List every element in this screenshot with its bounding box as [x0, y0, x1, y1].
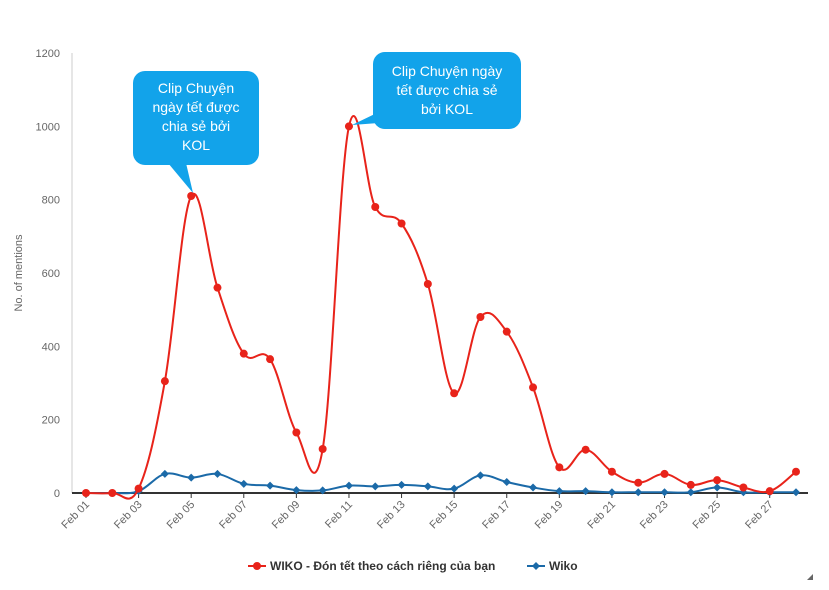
- data-point: [739, 483, 748, 492]
- x-tick-label: Feb 17: [480, 499, 513, 532]
- data-point: [292, 428, 301, 437]
- data-point: [160, 469, 169, 478]
- legend-circle-marker-icon: [248, 562, 266, 570]
- y-tick-label: 200: [42, 415, 60, 427]
- data-point: [581, 445, 590, 454]
- data-point: [134, 484, 143, 493]
- series-line: [85, 472, 796, 495]
- legend-item-wiko[interactable]: Wiko: [527, 556, 578, 576]
- x-tick-label: Feb 03: [112, 499, 145, 532]
- data-point: [423, 280, 432, 288]
- data-point: [213, 469, 222, 478]
- data-point: [713, 476, 722, 485]
- data-point: [765, 487, 774, 496]
- data-point: [476, 313, 485, 321]
- data-point: [187, 473, 196, 482]
- callout-text-line: tết được chia sẻ: [396, 82, 498, 98]
- data-point: [213, 283, 222, 292]
- x-tick-label: Feb 13: [375, 499, 408, 532]
- callout-text-line: Clip Chuyện: [157, 80, 235, 96]
- data-point: [423, 482, 432, 491]
- data-point: [292, 486, 301, 495]
- y-tick-label: 0: [54, 488, 60, 500]
- x-tick-label: Feb 15: [428, 499, 461, 532]
- data-point: [634, 478, 643, 487]
- data-point: [187, 192, 196, 200]
- x-tick-label: Feb 19: [533, 499, 566, 532]
- callout-text-line: chia sẻ bởi: [161, 118, 231, 134]
- data-point: [239, 349, 248, 358]
- data-point: [318, 445, 327, 453]
- data-point: [502, 327, 511, 336]
- data-point: [581, 487, 590, 496]
- data-point: [634, 488, 643, 497]
- y-axis-label: No. of mentions: [13, 234, 25, 312]
- annotation-callout-feb11: Clip Chuyện ngày tết được chia sẻ bởi KO…: [373, 52, 521, 129]
- data-point: [318, 486, 327, 495]
- data-point: [266, 481, 275, 490]
- chart-legend: WIKO - Đón tết theo cách riêng của bạn W…: [0, 556, 829, 576]
- data-point: [371, 203, 380, 211]
- callout-pointer-1: [168, 163, 193, 193]
- data-point: [266, 355, 275, 364]
- data-point: [713, 483, 722, 492]
- legend-label: Wiko: [549, 559, 578, 573]
- data-point: [344, 122, 353, 131]
- data-point: [660, 469, 669, 478]
- data-point: [555, 463, 564, 472]
- data-point: [239, 479, 248, 488]
- annotation-callout-feb05: Clip Chuyện ngày tết được chia sẻ bởi KO…: [133, 71, 259, 165]
- x-tick-label: Feb 11: [323, 499, 355, 531]
- data-point: [529, 383, 538, 392]
- data-point: [686, 480, 695, 489]
- data-point: [397, 219, 406, 228]
- data-point: [529, 483, 538, 492]
- x-tick-label: Feb 23: [638, 499, 671, 532]
- y-tick-label: 400: [42, 341, 60, 353]
- x-tick-label: Feb 05: [165, 499, 198, 532]
- callout-text-line: bởi KOL: [421, 101, 473, 117]
- data-point: [476, 471, 485, 480]
- x-tick-label: Feb 27: [743, 499, 776, 532]
- data-point: [450, 484, 459, 493]
- data-point: [344, 481, 353, 490]
- series-line: [85, 115, 797, 500]
- data-point: [607, 467, 616, 476]
- callout-text-line: ngày tết được: [152, 99, 240, 115]
- legend-label: WIKO - Đón tết theo cách riêng của bạn: [270, 559, 496, 573]
- y-tick-label: 600: [42, 268, 60, 280]
- data-point: [792, 488, 800, 497]
- data-point: [108, 489, 117, 497]
- resize-handle-icon[interactable]: [807, 574, 813, 580]
- data-point: [660, 488, 669, 497]
- legend-diamond-marker-icon: [527, 562, 545, 570]
- callout-text-line: KOL: [181, 137, 210, 153]
- chart-series: [82, 115, 800, 500]
- x-tick-label: Feb 25: [691, 499, 724, 532]
- data-point: [397, 480, 406, 489]
- data-point: [82, 489, 90, 497]
- x-tick-label: Feb 09: [270, 499, 303, 532]
- y-tick-label: 800: [42, 195, 60, 207]
- data-point: [607, 488, 616, 497]
- data-point: [450, 389, 459, 398]
- data-point: [686, 488, 695, 497]
- data-point: [502, 478, 511, 486]
- x-tick-label: Feb 01: [59, 499, 92, 532]
- y-tick-label: 1200: [36, 48, 60, 60]
- data-point: [792, 467, 800, 476]
- data-point: [555, 487, 564, 496]
- y-tick-label: 1000: [36, 121, 60, 133]
- data-point: [160, 377, 169, 386]
- data-point: [371, 482, 380, 491]
- x-tick-label: Feb 07: [217, 499, 250, 532]
- series-wiko-don-tet: [82, 115, 800, 500]
- x-tick-label: Feb 21: [585, 499, 618, 532]
- legend-item-wiko-don-tet[interactable]: WIKO - Đón tết theo cách riêng của bạn: [248, 556, 495, 576]
- callout-text-line: Clip Chuyện ngày: [391, 63, 503, 79]
